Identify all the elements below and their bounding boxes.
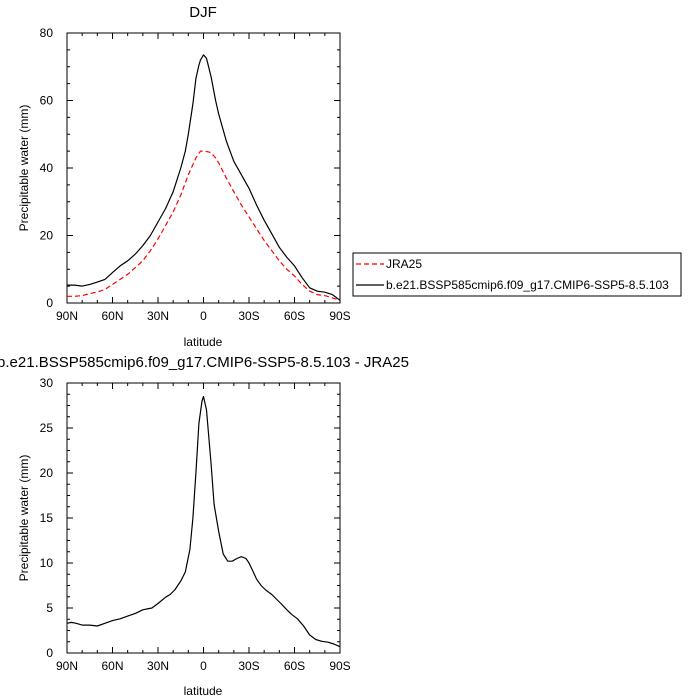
y-axis-label: Precipitable water (mm) <box>17 105 31 232</box>
x-tick-label: 30N <box>147 659 169 673</box>
x-axis-label: latitude <box>184 335 223 349</box>
x-tick-label: 90S <box>329 659 350 673</box>
x-tick-label: 60N <box>101 659 123 673</box>
legend-entry-jra25: JRA25 <box>386 257 422 271</box>
x-tick-label: 90S <box>329 309 350 323</box>
x-tick-label: 0 <box>200 659 207 673</box>
x-tick-label: 30N <box>147 309 169 323</box>
y-tick-label: 0 <box>46 646 53 660</box>
x-tick-label: 0 <box>200 309 207 323</box>
y-tick-label: 80 <box>40 26 54 40</box>
axis-ticks: 90N 60N 30N 0 30S 60S 90S 0 20 40 60 80 <box>40 26 351 323</box>
x-tick-label: 60N <box>101 309 123 323</box>
x-tick-label: 60S <box>284 309 305 323</box>
y-tick-label: 10 <box>40 556 54 570</box>
x-tick-label: 90N <box>56 659 78 673</box>
series-line-0 <box>67 150 341 301</box>
plot-frame <box>66 382 341 654</box>
x-tick-label: 30S <box>238 659 259 673</box>
y-tick-label: 5 <box>46 601 53 615</box>
chart-title: DJF <box>189 4 217 21</box>
series-line-1 <box>67 54 341 301</box>
legend-box <box>352 252 682 297</box>
top-panel: DJF 90N 60N 30N 0 30S 60S 90S 0 20 40 60 80 latitud… <box>17 4 351 349</box>
y-tick-label: 60 <box>40 94 54 108</box>
legend: JRA25 b.e21.BSSP585cmip6.f09_g17.CMIP6-S… <box>352 252 682 297</box>
y-tick-label: 30 <box>40 376 54 390</box>
series-lines <box>67 54 341 301</box>
y-tick-label: 15 <box>40 511 54 525</box>
x-tick-label: 30S <box>238 309 259 323</box>
y-tick-label: 0 <box>46 296 53 310</box>
y-tick-label: 20 <box>40 229 54 243</box>
series-lines <box>66 395 341 648</box>
bottom-panel: b.e21.BSSP585cmip6.f09_g17.CMIP6-SSP5-8.… <box>0 354 409 698</box>
series-line-0 <box>66 395 341 648</box>
y-tick-label: 20 <box>40 466 54 480</box>
x-tick-label: 60S <box>284 659 305 673</box>
x-axis-label: latitude <box>184 684 223 698</box>
chart-title: b.e21.BSSP585cmip6.f09_g17.CMIP6-SSP5-8.… <box>0 354 409 371</box>
x-tick-label: 90N <box>56 309 78 323</box>
plot-frame <box>66 32 341 304</box>
axis-ticks: 90N 60N 30N 0 30S 60S 90S 0 5 10 15 20 25 30 <box>40 376 351 673</box>
y-tick-label: 25 <box>40 421 54 435</box>
y-axis-label: Precipitable water (mm) <box>17 455 31 582</box>
legend-entry-model: b.e21.BSSP585cmip6.f09_g17.CMIP6-SSP5-8.… <box>386 278 669 292</box>
y-tick-label: 40 <box>40 161 54 175</box>
